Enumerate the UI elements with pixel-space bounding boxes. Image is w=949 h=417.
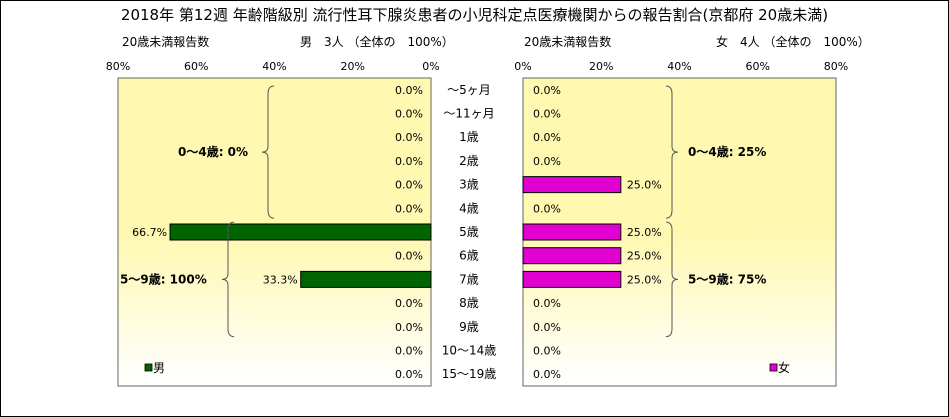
male-value-label: 0.0%	[395, 131, 423, 144]
female-group-brace-0-4	[665, 85, 679, 219]
male-subtitle: 20歳未満報告数	[122, 35, 210, 49]
female-group-label-5-9: 5～9歳: 75%	[688, 271, 766, 286]
male-value-label: 0.0%	[395, 250, 423, 263]
male-value-label: 0.0%	[395, 202, 423, 215]
female-value-label: 0.0%	[533, 321, 561, 334]
male-value-label: 0.0%	[395, 84, 423, 97]
age-label: 15～19歳	[442, 367, 497, 381]
female-value-label: 25.0%	[627, 250, 662, 263]
female-x-tick: 80%	[824, 60, 848, 73]
male-x-tick: 80%	[106, 60, 130, 73]
male-value-label: 0.0%	[395, 297, 423, 310]
female-x-tick: 0%	[514, 60, 531, 73]
male-bar	[169, 223, 432, 241]
male-value-label: 0.0%	[395, 179, 423, 192]
female-x-tick: 20%	[589, 60, 613, 73]
female-value-label: 25.0%	[627, 226, 662, 239]
age-label: 7歳	[459, 272, 479, 286]
female-bar	[522, 223, 622, 241]
female-x-tick: 60%	[746, 60, 770, 73]
female-group-label-0-4: 0～4歳: 25%	[688, 144, 766, 159]
age-label: 2歳	[459, 154, 479, 168]
age-label: 4歳	[459, 201, 479, 215]
age-label: ～5ヶ月	[447, 83, 491, 97]
male-x-tick: 20%	[341, 60, 365, 73]
female-summary: 女 4人 （全体の 100%）	[716, 35, 870, 49]
age-label: 1歳	[459, 130, 479, 144]
age-label: 3歳	[459, 178, 479, 192]
male-legend-label: 男	[153, 361, 165, 375]
age-label: 8歳	[459, 296, 479, 310]
male-bar	[300, 270, 432, 288]
female-group-brace-5-9	[665, 221, 679, 338]
male-x-tick: 60%	[184, 60, 208, 73]
female-value-label: 25.0%	[627, 179, 662, 192]
female-value-label: 25.0%	[627, 273, 662, 286]
female-bar	[522, 247, 622, 265]
female-value-label: 0.0%	[533, 155, 561, 168]
male-group-brace-0-4	[261, 85, 275, 219]
female-value-label: 0.0%	[533, 368, 561, 381]
female-legend-swatch	[769, 363, 778, 372]
male-value-label: 0.0%	[395, 368, 423, 381]
female-bar	[522, 270, 622, 288]
male-group-label-5-9: 5～9歳: 100%	[120, 271, 207, 286]
male-summary: 男 3人 （全体の 100%）	[300, 35, 454, 49]
male-value-label: 0.0%	[395, 344, 423, 357]
male-group-brace-5-9	[221, 221, 235, 338]
male-legend-swatch	[144, 363, 153, 372]
female-value-label: 0.0%	[533, 202, 561, 215]
age-label: ～11ヶ月	[443, 107, 494, 121]
chart-title: 2018年 第12週 年齢階級別 流行性耳下腺炎患者の小児科定点医療機関からの報…	[120, 6, 829, 24]
female-value-label: 0.0%	[533, 108, 561, 121]
male-value-label: 0.0%	[395, 108, 423, 121]
female-value-label: 0.0%	[533, 297, 561, 310]
female-value-label: 0.0%	[533, 84, 561, 97]
male-x-tick: 0%	[422, 60, 439, 73]
male-value-label: 66.7%	[132, 226, 167, 239]
male-value-label: 0.0%	[395, 155, 423, 168]
male-value-label: 33.3%	[263, 273, 298, 286]
female-value-label: 0.0%	[533, 131, 561, 144]
male-x-tick: 40%	[262, 60, 286, 73]
age-label: 9歳	[459, 320, 479, 334]
male-group-label-0-4: 0～4歳: 0%	[178, 144, 248, 159]
female-value-label: 0.0%	[533, 344, 561, 357]
female-bar	[522, 176, 622, 194]
female-x-tick: 40%	[667, 60, 691, 73]
female-subtitle: 20歳未満報告数	[524, 35, 612, 49]
age-label: 10～14歳	[442, 343, 497, 357]
female-legend-label: 女	[778, 360, 790, 375]
male-value-label: 0.0%	[395, 321, 423, 334]
age-label: 5歳	[459, 225, 479, 239]
age-label: 6歳	[459, 249, 479, 263]
